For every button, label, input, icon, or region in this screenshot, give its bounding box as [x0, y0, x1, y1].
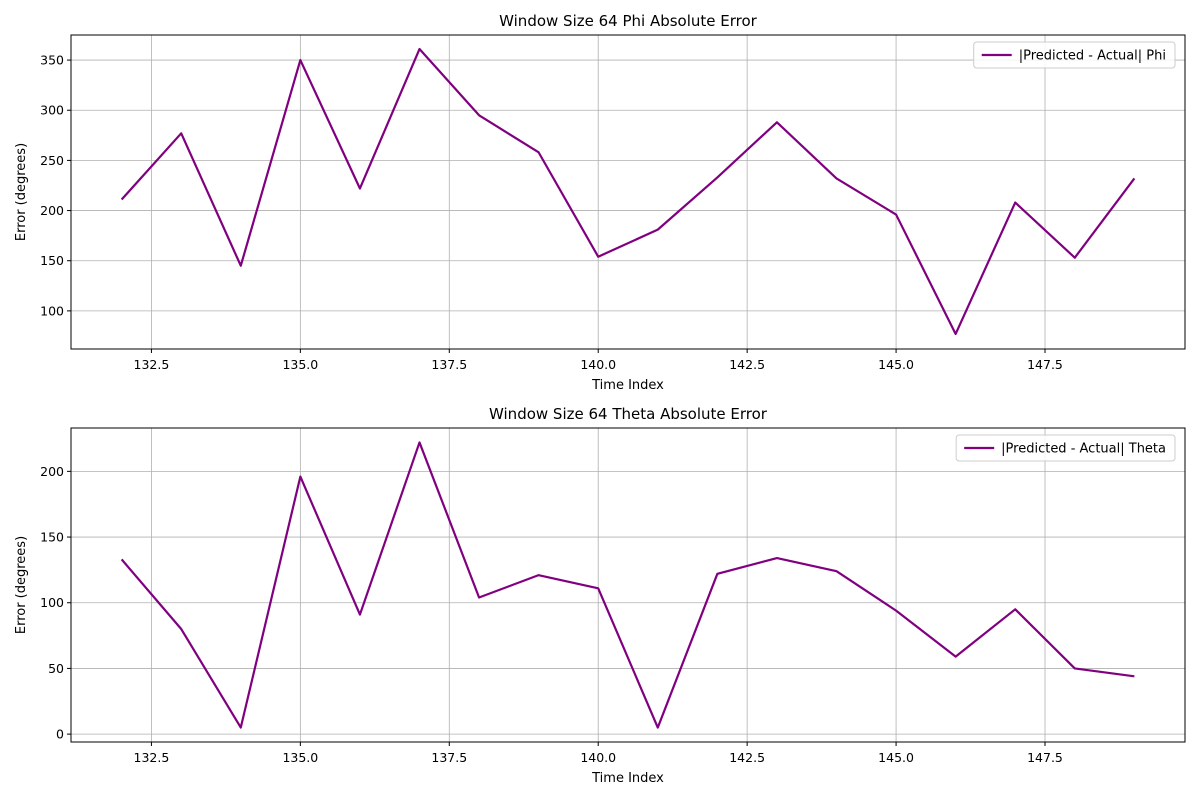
- y-tick-label: 100: [40, 303, 64, 318]
- series-line: [120, 441, 1135, 729]
- x-tick-label: 140.0: [580, 750, 616, 765]
- legend-box: [973, 41, 1176, 69]
- x-tick-label: 140.0: [580, 357, 616, 372]
- legend: |Predicted - Actual| Phi: [973, 41, 1176, 69]
- y-tick-label: 150: [40, 253, 64, 268]
- legend-box: [955, 434, 1176, 462]
- x-tick-label: 145.0: [878, 750, 914, 765]
- x-tick-label: 137.5: [431, 357, 467, 372]
- y-tick-label: 300: [40, 103, 64, 118]
- x-tick-label: 145.0: [878, 357, 914, 372]
- legend: |Predicted - Actual| Theta: [955, 434, 1176, 462]
- x-tick-label: 135.0: [282, 750, 318, 765]
- x-tick-label: 132.5: [134, 357, 170, 372]
- x-tick-label: 132.5: [134, 750, 170, 765]
- chart-title: Window Size 64 Theta Absolute Error: [489, 405, 768, 423]
- x-tick-label: 147.5: [1027, 357, 1063, 372]
- x-tick-label: 142.5: [729, 357, 765, 372]
- y-tick-label: 100: [40, 595, 64, 610]
- chart-panel-2: 132.5 135.0 137.5 140.0 142.5 145.0 147.5 0 50 10…: [14, 405, 1186, 786]
- x-axis-label: Time Index: [591, 771, 664, 786]
- y-tick-label: 250: [40, 153, 64, 168]
- y-tick-label: 150: [40, 530, 64, 545]
- x-axis-label: Time Index: [591, 378, 664, 393]
- y-axis-label: Error (degrees): [14, 143, 29, 241]
- y-tick-label: 350: [40, 53, 64, 68]
- legend-label: |Predicted - Actual| Phi: [1019, 49, 1166, 64]
- y-tick-label: 0: [56, 727, 64, 742]
- legend-label: |Predicted - Actual| Theta: [1001, 442, 1166, 457]
- x-tick-label: 135.0: [282, 357, 318, 372]
- x-tick-label: 142.5: [729, 750, 765, 765]
- x-tick-label: 137.5: [431, 750, 467, 765]
- y-tick-label: 50: [48, 661, 64, 676]
- y-tick-label: 200: [40, 203, 64, 218]
- series-line: [120, 47, 1136, 336]
- chart-panel-1: 132.5 135.0 137.5 140.0 142.5 145.0 147.5 100 15…: [14, 12, 1186, 393]
- y-axis-label: Error (degrees): [14, 536, 29, 634]
- x-tick-label: 147.5: [1027, 750, 1063, 765]
- axes-frame: [70, 34, 1186, 350]
- axes-frame: [70, 427, 1186, 743]
- chart-title: Window Size 64 Phi Absolute Error: [499, 12, 758, 30]
- y-tick-label: 200: [40, 464, 64, 479]
